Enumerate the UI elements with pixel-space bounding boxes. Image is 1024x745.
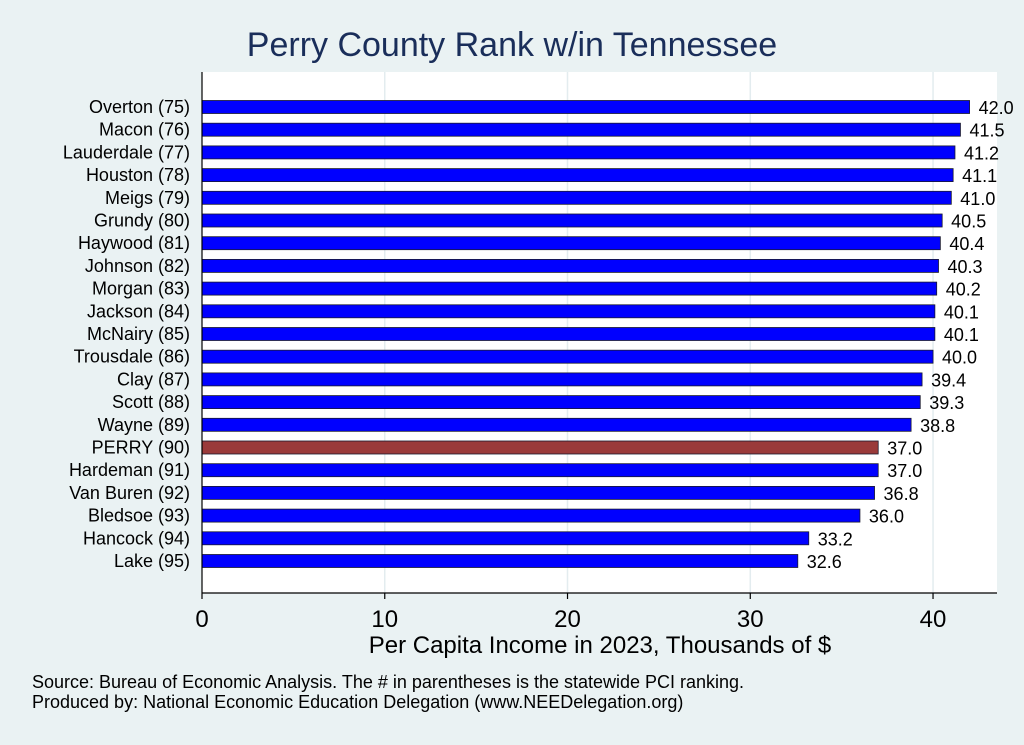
category-label-0: Overton (75) bbox=[89, 97, 190, 117]
value-label-3: 41.1 bbox=[962, 166, 997, 186]
value-label-15: 37.0 bbox=[887, 439, 922, 459]
bar-20 bbox=[201, 554, 799, 568]
source-note: Source: Bureau of Economic Analysis. The… bbox=[32, 672, 745, 692]
bar-16 bbox=[201, 463, 879, 478]
category-label-9: Jackson (84) bbox=[87, 301, 190, 321]
bar-7 bbox=[201, 258, 939, 273]
value-label-0: 42.0 bbox=[979, 98, 1014, 118]
value-label-11: 40.0 bbox=[942, 348, 977, 368]
value-label-16: 37.0 bbox=[887, 461, 922, 481]
category-label-17: Van Buren (92) bbox=[69, 483, 190, 503]
value-label-5: 40.5 bbox=[951, 212, 986, 232]
bar-11 bbox=[201, 349, 934, 364]
bar-13 bbox=[201, 395, 921, 410]
category-label-19: Hancock (94) bbox=[83, 528, 190, 548]
value-label-6: 40.4 bbox=[949, 234, 984, 254]
bar-9 bbox=[201, 304, 936, 319]
category-label-10: McNairy (85) bbox=[87, 324, 190, 344]
value-label-19: 33.2 bbox=[818, 529, 853, 549]
bar-2 bbox=[201, 145, 956, 160]
bar-10 bbox=[201, 327, 936, 341]
bar-12 bbox=[201, 372, 923, 387]
x-axis-label: Per Capita Income in 2023, Thousands of … bbox=[368, 632, 832, 659]
category-label-5: Grundy (80) bbox=[94, 211, 190, 231]
value-label-7: 40.3 bbox=[948, 257, 983, 277]
value-label-12: 39.4 bbox=[931, 370, 966, 390]
value-label-2: 41.2 bbox=[964, 143, 999, 163]
category-label-4: Meigs (79) bbox=[105, 188, 190, 208]
plot-area: Overton (75) 42.0 Macon (76) 41.5 Lauderdale… bbox=[63, 72, 1014, 633]
bar-19 bbox=[201, 531, 810, 546]
bar-15 bbox=[201, 440, 879, 455]
bar-8 bbox=[201, 281, 938, 296]
bar-17 bbox=[201, 485, 875, 500]
bar-6 bbox=[201, 236, 941, 251]
value-label-18: 36.0 bbox=[869, 507, 904, 527]
category-label-1: Macon (76) bbox=[99, 120, 190, 140]
category-label-20: Lake (95) bbox=[114, 551, 190, 571]
bar-18 bbox=[201, 508, 861, 523]
category-label-2: Lauderdale (77) bbox=[63, 142, 190, 162]
category-label-3: Houston (78) bbox=[86, 165, 190, 185]
value-label-4: 41.0 bbox=[960, 189, 995, 209]
bar-14 bbox=[201, 417, 912, 432]
category-label-16: Hardeman (91) bbox=[69, 460, 190, 480]
category-label-12: Clay (87) bbox=[117, 369, 190, 389]
category-label-6: Haywood (81) bbox=[78, 233, 190, 253]
chart-title: Perry County Rank w/in Tennessee bbox=[246, 26, 778, 64]
x-tick-label-3: 30 bbox=[737, 606, 764, 633]
value-label-8: 40.2 bbox=[946, 280, 981, 300]
x-tick-label-2: 20 bbox=[554, 606, 581, 633]
value-label-10: 40.1 bbox=[944, 325, 979, 345]
category-label-8: Morgan (83) bbox=[92, 279, 190, 299]
value-label-9: 40.1 bbox=[944, 302, 979, 322]
category-label-14: Wayne (89) bbox=[98, 415, 190, 435]
value-label-14: 38.8 bbox=[920, 416, 955, 436]
bar-5 bbox=[201, 213, 943, 228]
x-tick-label-1: 10 bbox=[371, 606, 398, 633]
x-tick-label-4: 40 bbox=[920, 606, 947, 633]
bar-1 bbox=[201, 122, 961, 137]
bar-3 bbox=[201, 168, 954, 183]
category-label-11: Trousdale (86) bbox=[74, 347, 190, 367]
category-label-13: Scott (88) bbox=[112, 392, 190, 412]
value-label-1: 41.5 bbox=[969, 121, 1004, 141]
bar-4 bbox=[201, 190, 952, 205]
category-label-7: Johnson (82) bbox=[85, 256, 190, 276]
category-label-15: PERRY (90) bbox=[92, 438, 190, 458]
category-label-18: Bledsoe (93) bbox=[88, 506, 190, 526]
value-label-20: 32.6 bbox=[807, 552, 842, 572]
produced-by-note: Produced by: National Economic Education… bbox=[32, 692, 684, 712]
value-label-17: 36.8 bbox=[884, 484, 919, 504]
bar-0 bbox=[201, 100, 970, 114]
x-tick-label-0: 0 bbox=[195, 606, 208, 633]
value-label-13: 39.3 bbox=[929, 393, 964, 413]
